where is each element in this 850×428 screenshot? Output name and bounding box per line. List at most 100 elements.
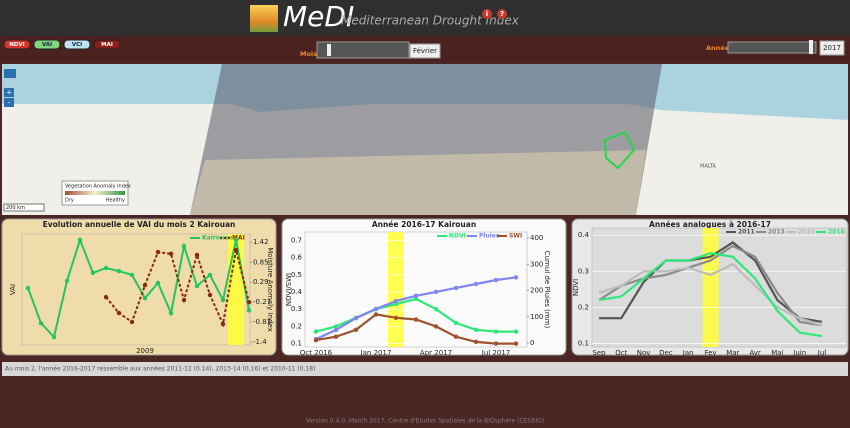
- data-point: [220, 321, 226, 327]
- data-point: [142, 295, 148, 301]
- summary-text: Au mois 2, l'année 2016-2017 ressemble a…: [5, 366, 315, 373]
- y-tick-label: 0.1: [578, 339, 589, 347]
- legend-title: Vegetation Anomaly Index: [65, 184, 131, 190]
- layer-button[interactable]: [93, 39, 121, 50]
- layer-button[interactable]: [33, 39, 61, 50]
- legend-label: 2011: [738, 229, 755, 236]
- month-button[interactable]: [409, 43, 441, 59]
- data-point: [103, 294, 109, 300]
- data-point: [155, 280, 161, 286]
- layer-label: VAI: [42, 42, 52, 48]
- zoom-out[interactable]: [4, 98, 14, 107]
- data-point: [433, 289, 439, 295]
- logo: [250, 5, 278, 32]
- y-tick-label: 0.2: [578, 303, 589, 311]
- layer-button[interactable]: [63, 39, 91, 50]
- y2-tick-label: 0: [530, 339, 534, 347]
- map-overlay-south: [190, 150, 646, 215]
- data-point: [103, 265, 109, 271]
- x-tick-label: Oct 2016: [300, 349, 333, 357]
- x-tick-label: Mai: [771, 349, 783, 357]
- data-point: [333, 334, 339, 339]
- selected-region[interactable]: [603, 130, 636, 170]
- help-icon[interactable]: [497, 9, 507, 19]
- chart-title: Année 2016-17 Kairouan: [372, 220, 476, 229]
- data-point: [220, 297, 226, 303]
- data-point: [493, 341, 499, 346]
- legend-label: SWI: [509, 233, 522, 240]
- y2-axis-label: Cumul de Pluies (mm): [543, 251, 551, 329]
- legend-label: 2010: [798, 229, 815, 236]
- year-value: 2017: [823, 44, 841, 52]
- chart-title: Années analogues à 2016-17: [649, 220, 771, 229]
- year-label: Année: [706, 44, 730, 52]
- year-box[interactable]: [819, 40, 845, 56]
- series-line: [27, 236, 250, 340]
- data-point: [353, 315, 359, 321]
- y-axis-label: VAI: [9, 284, 17, 295]
- layer-label: MAI: [101, 42, 113, 48]
- data-point: [473, 327, 479, 333]
- data-point: [453, 320, 459, 326]
- data-point: [129, 272, 135, 278]
- x-tick-label: Juin: [792, 349, 806, 357]
- month-value: Février: [413, 47, 437, 55]
- x-tick-label: Jan 2017: [360, 349, 392, 357]
- legend-label: Pluies: [479, 233, 500, 240]
- data-point: [77, 237, 83, 243]
- data-point: [181, 297, 187, 303]
- data-point: [25, 285, 31, 291]
- data-point: [513, 275, 519, 280]
- data-point: [433, 324, 439, 329]
- plot-area: [21, 233, 251, 346]
- y2-axis-label: Moisture Anomaly Index: [266, 247, 274, 332]
- chart-title: Evolution annuelle de VAI du mois 2 Kair…: [43, 220, 236, 229]
- data-point: [453, 285, 459, 291]
- x-tick-label: Oct: [615, 349, 627, 357]
- x-tick-label: Jul: [817, 349, 827, 357]
- y2-tick-label: 300: [530, 260, 543, 268]
- data-point: [116, 310, 122, 316]
- month-slider[interactable]: [316, 41, 410, 59]
- info-label: i: [486, 10, 488, 18]
- y2-tick-label: -0.27: [253, 298, 271, 306]
- data-point: [373, 312, 379, 317]
- y2-tick-label: 400: [530, 234, 543, 242]
- legend-label: Kairouan: [202, 235, 232, 242]
- app-title: MeDI: [283, 0, 354, 33]
- highlight-band: [702, 228, 719, 347]
- series-line: [599, 241, 823, 323]
- map-coast: [2, 98, 848, 120]
- data-point: [207, 272, 213, 278]
- y2-tick-label: -0.83: [253, 318, 271, 326]
- y2-tick-label: 1.42: [253, 238, 269, 246]
- year-slider[interactable]: [727, 41, 817, 54]
- data-point: [142, 282, 148, 288]
- y-tick-label: 0.2: [291, 322, 302, 330]
- map-layers-btn[interactable]: [4, 69, 16, 78]
- layer-button[interactable]: [3, 39, 31, 50]
- y-axis-label: NDVI: [572, 279, 580, 296]
- info-icon[interactable]: [482, 9, 492, 19]
- data-point: [333, 327, 339, 333]
- data-point: [116, 268, 122, 274]
- legend-label: MAI: [232, 235, 245, 242]
- data-point: [64, 278, 70, 284]
- series-line: [598, 252, 823, 338]
- data-point: [353, 327, 359, 333]
- y-tick-label: 0.5: [291, 271, 302, 279]
- zoom-in[interactable]: [4, 88, 14, 97]
- y-tick-label: 0.4: [578, 231, 590, 239]
- year-handle[interactable]: [809, 40, 813, 54]
- x-tick-label: Mar: [726, 349, 739, 357]
- data-point: [473, 281, 479, 287]
- y-tick-label: 0.3: [578, 267, 589, 275]
- month-handle[interactable]: [327, 44, 331, 56]
- data-point: [493, 277, 499, 283]
- data-point: [233, 237, 239, 243]
- header-bar: [0, 0, 850, 36]
- scale-bar: [3, 203, 45, 212]
- summary-bar: [2, 362, 848, 376]
- x-tick-label: 2009: [136, 347, 154, 355]
- data-point: [246, 299, 252, 305]
